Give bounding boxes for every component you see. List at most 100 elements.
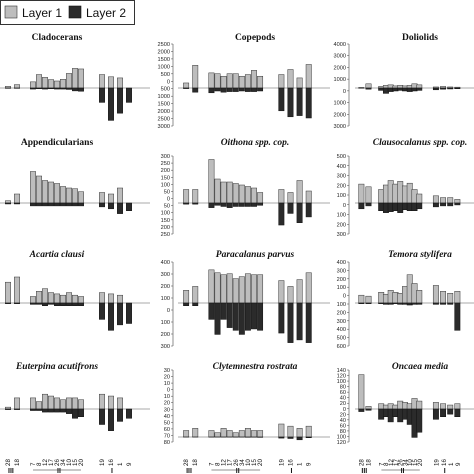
bar-layer-2 [208, 202, 215, 208]
bar-layer-2 [454, 302, 461, 331]
bar-layer-1 [232, 73, 239, 89]
y-tick-label: 300 [337, 174, 346, 180]
y-tick-label: 1000 [334, 77, 346, 83]
bar-layer-2 [226, 87, 233, 92]
y-tick-label: 300 [161, 154, 170, 160]
bar-layer-1 [183, 82, 190, 89]
y-tick-label: 0 [167, 308, 170, 314]
bar-layer-2 [99, 302, 105, 320]
bar-layer-2 [36, 408, 42, 411]
bar-layer-1 [226, 430, 233, 438]
bar-layer-2 [66, 408, 72, 414]
bar-layer-1 [296, 428, 303, 438]
bar-layer-2 [60, 408, 66, 413]
bar-layer-2 [440, 87, 447, 90]
bar-layer-2 [54, 302, 60, 306]
bar-layer-1 [440, 197, 447, 204]
bar-layer-2 [5, 302, 11, 304]
y-tick-label: 20 [340, 401, 346, 407]
bar-layer-2 [416, 202, 423, 210]
bar-layer-1 [36, 175, 42, 204]
y-tick-label: 100 [161, 320, 170, 326]
bar-layer-2 [183, 202, 190, 205]
group-label: I [444, 468, 446, 474]
category-label: 7 [208, 462, 215, 466]
y-tick-label: 100 [161, 182, 170, 188]
bar-layer-2 [305, 302, 312, 343]
bar-layer-1 [365, 83, 372, 89]
bar-layer-2 [238, 302, 245, 335]
bar-layer-1 [108, 293, 114, 304]
chart-title: Oncaea media [392, 362, 448, 372]
chart-panel: Oithona spp. cop.30025020015010050050100… [161, 138, 330, 238]
category-label: 7 [378, 462, 385, 466]
bar-layer-2 [296, 436, 303, 441]
y-tick-label: 2000 [334, 65, 346, 71]
category-label: 15 [251, 459, 258, 466]
bar-layer-1 [48, 79, 54, 89]
bar-layer-2 [454, 87, 461, 89]
y-tick-label: 3000 [334, 54, 346, 60]
bar-layer-1 [416, 290, 423, 304]
bar-layer-1 [214, 178, 221, 204]
bar-layer-1 [214, 73, 221, 89]
bar-layer-2 [72, 202, 78, 207]
bar-layer-2 [60, 202, 66, 207]
bar-layer-2 [454, 408, 461, 417]
y-tick-label: 20 [340, 412, 346, 418]
y-tick-label: 200 [337, 277, 346, 283]
bar-layer-2 [238, 87, 245, 92]
bar-layer-2 [117, 202, 123, 214]
bar-layer-1 [192, 428, 199, 438]
y-tick-label: 0 [167, 388, 170, 394]
chart-panel: Appendicularians [0, 138, 150, 214]
bar-layer-2 [278, 436, 285, 439]
chart-panel: Doliolids 4000 3000 2000 1000 0 1000 2000 3000 [334, 33, 474, 130]
category-label: 34 [60, 459, 67, 466]
bar-layer-2 [117, 408, 123, 422]
y-tick-label: 1000 [158, 64, 170, 70]
bar-layer-1 [278, 189, 285, 204]
category-label: 17 [227, 459, 234, 466]
y-tick-label: 1500 [158, 57, 170, 63]
bar-layer-1 [42, 180, 48, 204]
bar-layer-1 [440, 291, 447, 304]
bar-layer-2 [416, 87, 423, 91]
y-tick-label: 1000 [158, 94, 170, 100]
y-tick-label: 60 [340, 390, 346, 396]
y-tick-label: 200 [161, 284, 170, 290]
bar-layer-2 [257, 302, 264, 331]
y-tick-label: 100 [337, 285, 346, 291]
bar-layer-1 [30, 296, 36, 304]
bar-layer-2 [42, 202, 48, 207]
category-label: 18 [366, 459, 373, 466]
bar-layer-2 [278, 87, 285, 112]
chart-panel: Euterpina acutifrons [0, 362, 150, 431]
y-tick-label: 70 [164, 433, 170, 439]
bar-layer-2 [183, 302, 190, 306]
chart-title: Cladocerans [32, 33, 83, 43]
bar-layer-1 [108, 193, 114, 204]
y-tick-label: 500 [337, 154, 346, 160]
bar-layer-2 [99, 408, 105, 425]
bar-layer-2 [232, 302, 239, 331]
bar-layer-2 [365, 87, 372, 90]
chart-title: Copepods [235, 33, 275, 43]
y-tick-label: 0 [343, 89, 346, 95]
y-tick-label: 500 [337, 336, 346, 342]
bar-layer-2 [42, 87, 48, 90]
bar-layer-1 [278, 74, 285, 89]
y-tick-label: 0 [167, 197, 170, 203]
bar-layer-1 [5, 406, 11, 410]
bar-layer-1 [296, 180, 303, 204]
y-tick-label: 200 [161, 168, 170, 174]
y-tick-label: 2000 [158, 109, 170, 115]
bar-layer-1 [244, 428, 251, 438]
bar-layer-1 [220, 428, 227, 438]
bar-layer-2 [432, 302, 439, 305]
bar-layer-2 [244, 302, 251, 331]
bar-layer-1 [238, 276, 245, 304]
bar-layer-1 [72, 294, 78, 304]
bar-layer-2 [432, 87, 439, 91]
category-label: 19 [278, 459, 285, 466]
